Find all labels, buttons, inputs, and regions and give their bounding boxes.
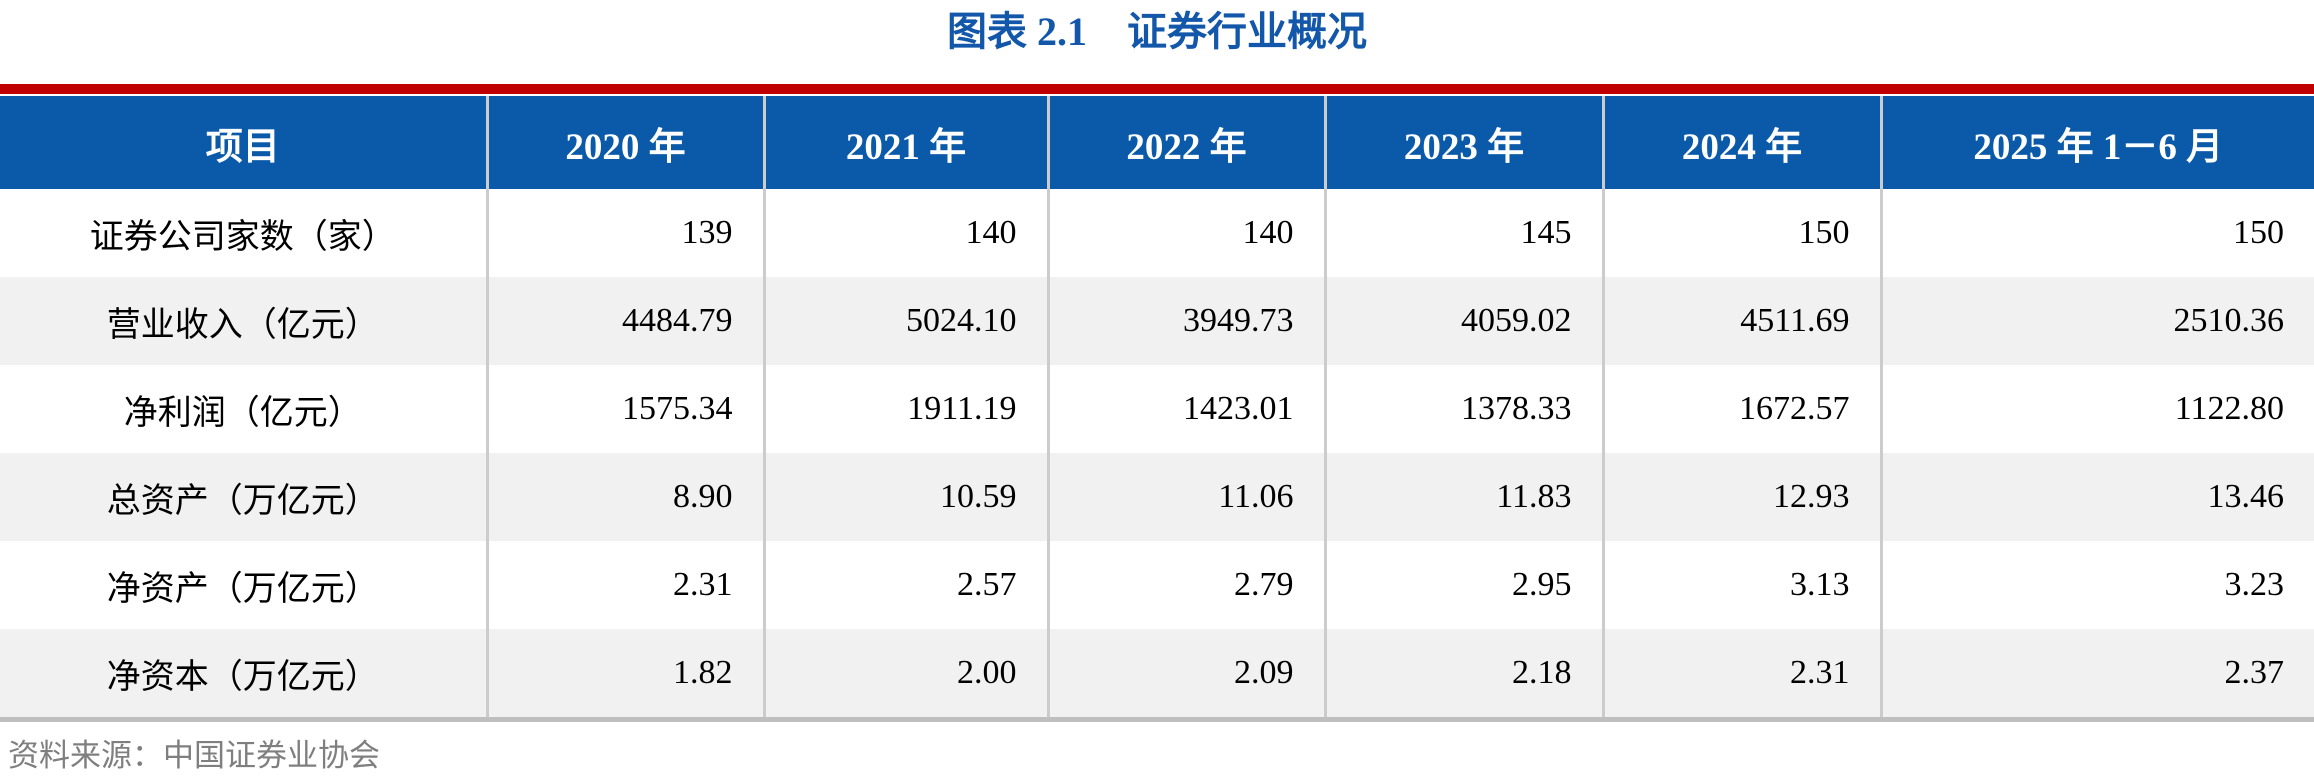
cell-value: 1575.34 [485, 365, 764, 453]
cell-value: 140 [1046, 189, 1325, 277]
table-row: 净利润（亿元） 1575.34 1911.19 1423.01 1378.33 1672.… [0, 365, 2314, 453]
column-header-item: 项目 [0, 96, 487, 189]
row-label: 净资本（万亿元） [0, 629, 487, 717]
cell-value: 145 [1323, 189, 1603, 277]
cell-value: 1378.33 [1323, 365, 1603, 453]
source-note: 资料来源：中国证券业协会 [8, 738, 380, 773]
table-header-row: 项目 2020 年 2021 年 2022 年 2023 年 2024 年 20… [0, 96, 2314, 189]
table-row: 证券公司家数（家） 139 140 140 145 150 150 [0, 189, 2314, 277]
cell-value: 3949.73 [1046, 277, 1325, 365]
cell-value: 2.79 [1046, 541, 1325, 629]
cell-value: 3.23 [1879, 541, 2314, 629]
document-page: 图表 2.1 证券行业概况 项目 2020 年 2021 年 2022 年 20… [0, 8, 2314, 778]
chart-title: 图表 2.1 证券行业概况 [947, 9, 1367, 54]
row-label: 净利润（亿元） [0, 365, 487, 453]
cell-value: 2.09 [1046, 629, 1325, 717]
cell-value: 3.13 [1601, 541, 1881, 629]
cell-value: 1122.80 [1879, 365, 2314, 453]
cell-value: 1911.19 [762, 365, 1048, 453]
cell-value: 2510.36 [1879, 277, 2314, 365]
cell-value: 2.31 [485, 541, 764, 629]
cell-value: 8.90 [485, 453, 764, 541]
row-label: 总资产（万亿元） [0, 453, 487, 541]
table-row: 总资产（万亿元） 8.90 10.59 11.06 11.83 12.93 13.46 [0, 453, 2314, 541]
industry-overview-table-wrap: 项目 2020 年 2021 年 2022 年 2023 年 2024 年 20… [0, 84, 2314, 722]
row-label: 证券公司家数（家） [0, 189, 487, 277]
cell-value: 4484.79 [485, 277, 764, 365]
cell-value: 2.95 [1323, 541, 1603, 629]
cell-value: 4511.69 [1601, 277, 1881, 365]
cell-value: 2.37 [1879, 629, 2314, 717]
cell-value: 11.83 [1323, 453, 1603, 541]
column-header-2025-h1: 2025 年 1－6 月 [1879, 96, 2314, 189]
column-header-2023: 2023 年 [1323, 96, 1603, 189]
cell-value: 2.57 [762, 541, 1048, 629]
column-header-2020: 2020 年 [485, 96, 764, 189]
cell-value: 1.82 [485, 629, 764, 717]
cell-value: 1672.57 [1601, 365, 1881, 453]
table-bottom-border [0, 717, 2314, 722]
cell-value: 4059.02 [1323, 277, 1603, 365]
cell-value: 139 [485, 189, 764, 277]
row-label: 净资产（万亿元） [0, 541, 487, 629]
industry-overview-table: 项目 2020 年 2021 年 2022 年 2023 年 2024 年 20… [0, 96, 2314, 717]
cell-value: 150 [1879, 189, 2314, 277]
cell-value: 2.18 [1323, 629, 1603, 717]
table-row: 营业收入（亿元） 4484.79 5024.10 3949.73 4059.02 4511… [0, 277, 2314, 365]
row-label: 营业收入（亿元） [0, 277, 487, 365]
table-row: 净资产（万亿元） 2.31 2.57 2.79 2.95 3.13 3.23 [0, 541, 2314, 629]
table-header: 项目 2020 年 2021 年 2022 年 2023 年 2024 年 20… [0, 96, 2314, 189]
column-header-2022: 2022 年 [1046, 96, 1325, 189]
column-header-2024: 2024 年 [1601, 96, 1881, 189]
cell-value: 140 [762, 189, 1048, 277]
table-top-accent-bar [0, 84, 2314, 94]
table-row: 净资本（万亿元） 1.82 2.00 2.09 2.18 2.31 2.37 [0, 629, 2314, 717]
cell-value: 13.46 [1879, 453, 2314, 541]
cell-value: 10.59 [762, 453, 1048, 541]
cell-value: 11.06 [1046, 453, 1325, 541]
cell-value: 1423.01 [1046, 365, 1325, 453]
cell-value: 2.00 [762, 629, 1048, 717]
cell-value: 2.31 [1601, 629, 1881, 717]
cell-value: 150 [1601, 189, 1881, 277]
cell-value: 5024.10 [762, 277, 1048, 365]
table-body: 证券公司家数（家） 139 140 140 145 150 150 营业收入（亿元） 4484.… [0, 189, 2314, 717]
cell-value: 12.93 [1601, 453, 1881, 541]
column-header-2021: 2021 年 [762, 96, 1048, 189]
